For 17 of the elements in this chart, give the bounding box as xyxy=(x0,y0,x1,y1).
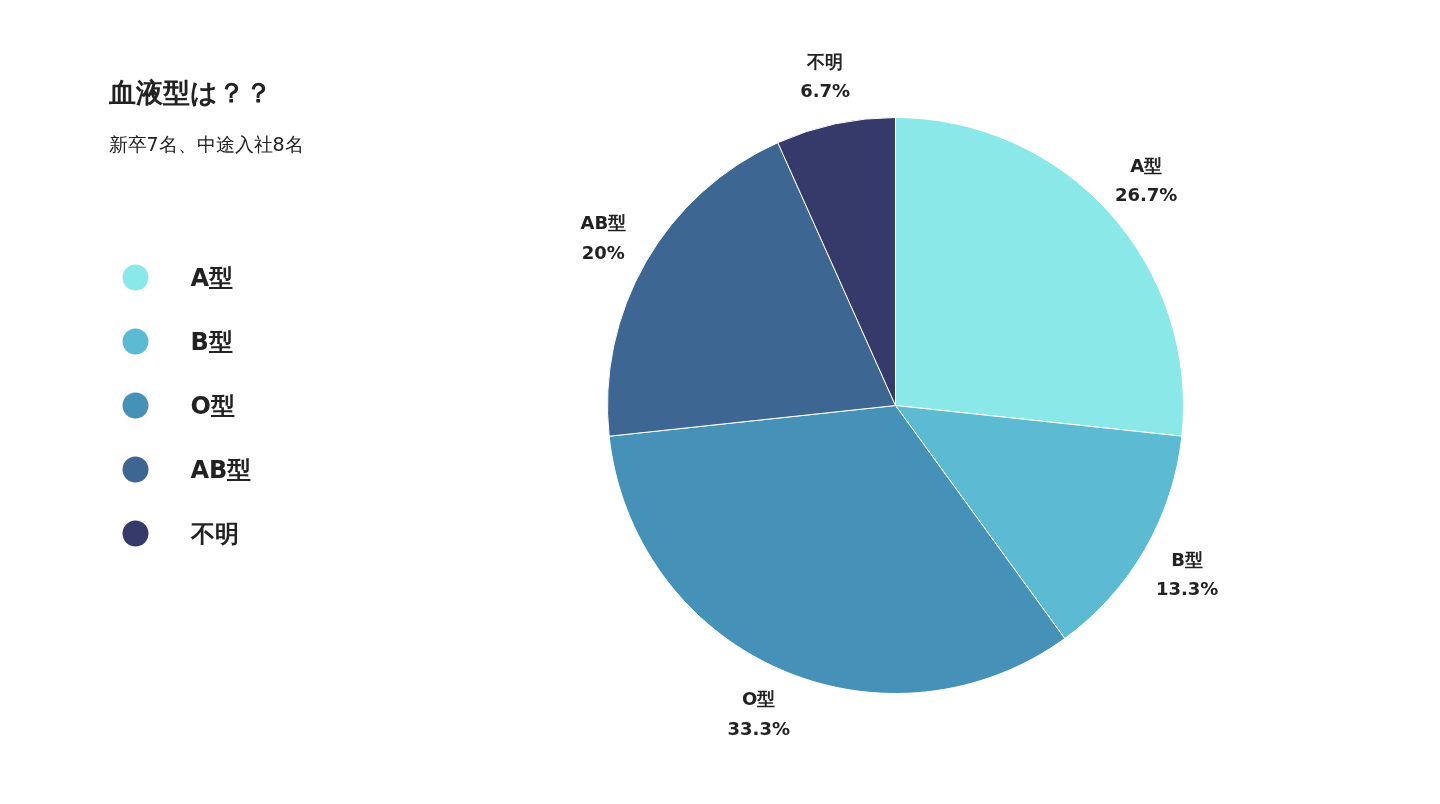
text: 新卒7名、中途入社8名 xyxy=(108,132,304,155)
slice-label: 不明 xyxy=(806,50,844,72)
slice-label: O型 xyxy=(742,688,776,710)
legend-label: A型 xyxy=(190,263,234,292)
data-label: 33.3% xyxy=(727,717,790,739)
data-label: 13.3% xyxy=(1155,578,1219,600)
slice-label: B型 xyxy=(1171,549,1204,571)
text: 血液型は？？ xyxy=(107,77,272,108)
legend-label: 不明 xyxy=(189,519,239,548)
legend-label: B型 xyxy=(190,327,233,356)
slice-label: A型 xyxy=(1130,155,1163,177)
data-label: 6.7% xyxy=(800,80,851,102)
slice-label: AB型 xyxy=(580,212,627,234)
legend-label: AB型 xyxy=(190,455,252,484)
data-label: 26.7% xyxy=(1114,184,1178,206)
legend-label: O型 xyxy=(190,391,235,420)
data-label: 20% xyxy=(581,241,625,263)
